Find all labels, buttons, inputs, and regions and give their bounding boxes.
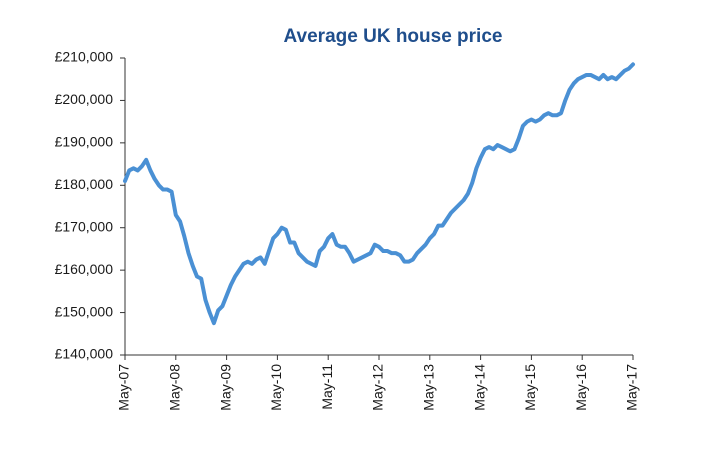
series-line <box>123 62 635 326</box>
x-tick-label: May-14 <box>471 364 487 411</box>
x-tick-label: May-16 <box>573 364 589 411</box>
x-tick-label: May-13 <box>421 364 437 411</box>
x-tick-label: May-07 <box>116 364 132 411</box>
y-tick-label: £140,000 <box>55 346 114 362</box>
y-tick-label: £160,000 <box>55 261 114 277</box>
y-tick-label: £210,000 <box>55 49 114 65</box>
x-tick-label: May-08 <box>167 364 183 411</box>
y-tick-label: £190,000 <box>55 134 114 150</box>
chart-title: Average UK house price <box>284 26 503 47</box>
x-tick-label: May-17 <box>624 364 640 411</box>
y-tick-label: £180,000 <box>55 176 114 192</box>
y-tick-label: £200,000 <box>55 91 114 107</box>
x-tick-label: May-09 <box>217 364 233 411</box>
x-tick-label: May-10 <box>268 364 284 411</box>
y-tick-label: £150,000 <box>55 303 114 319</box>
x-tick-label: May-11 <box>319 364 335 410</box>
x-tick-label: May-12 <box>370 364 386 411</box>
y-tick-label: £170,000 <box>55 218 114 234</box>
x-tick-label: May-15 <box>522 364 538 411</box>
